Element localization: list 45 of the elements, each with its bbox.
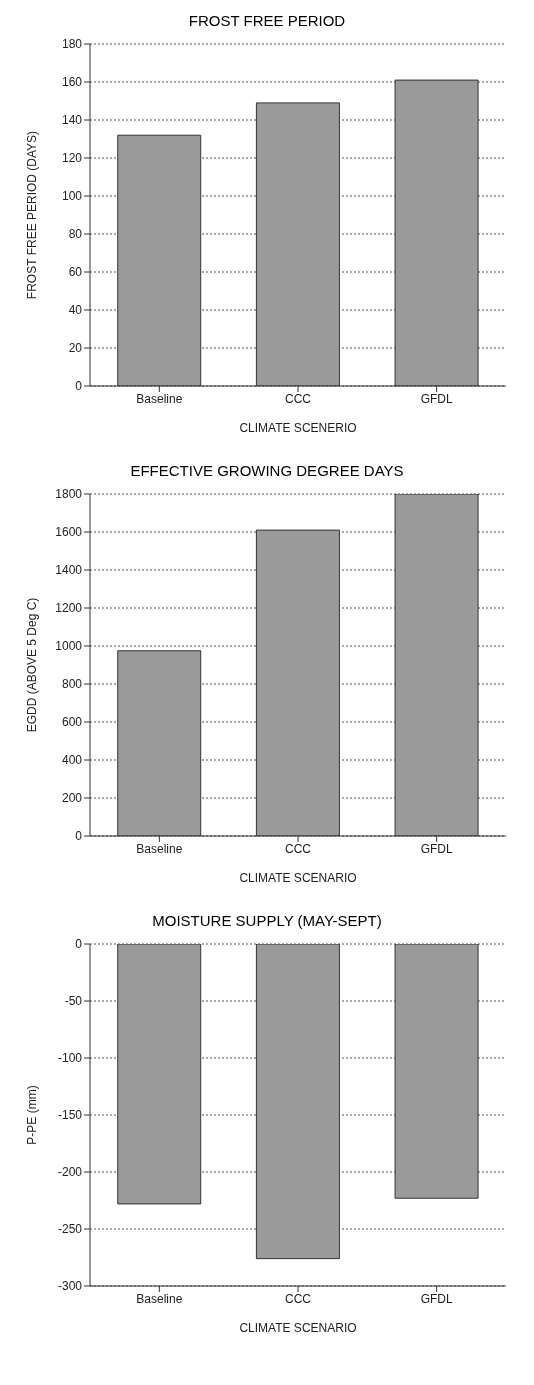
y-tick-label: -150 — [57, 1108, 83, 1123]
y-tick-label: -250 — [57, 1222, 83, 1237]
y-tick-label: 0 — [75, 379, 83, 394]
y-tick-label: 120 — [61, 151, 83, 166]
x-tick-label: CCC — [285, 841, 312, 856]
y-tick-label: 160 — [61, 75, 83, 90]
x-tick-label: Baseline — [136, 841, 183, 856]
y-axis-title: FROST FREE PERIOD (DAYS) — [25, 130, 40, 300]
x-tick-label: Baseline — [136, 391, 183, 406]
y-tick-label: -100 — [57, 1051, 83, 1066]
y-tick-label: 100 — [61, 189, 83, 204]
y-tick-label: 80 — [68, 227, 83, 242]
chart-title: FROST FREE PERIOD — [187, 11, 347, 31]
y-tick-label: 20 — [68, 341, 83, 356]
chart-title: MOISTURE SUPPLY (MAY-SEPT) — [151, 911, 383, 931]
y-axis-title: EGDD (ABOVE 5 Deg C) — [25, 597, 40, 733]
y-tick-label: 800 — [61, 677, 83, 692]
x-axis-title: CLIMATE SCENARIO — [239, 1321, 357, 1335]
y-tick-label: -200 — [57, 1165, 83, 1180]
x-tick-label: CCC — [285, 1291, 312, 1306]
x-tick-label: CCC — [285, 391, 312, 406]
x-axis-title: CLIMATE SCENARIO — [239, 871, 357, 885]
y-tick-label: 180 — [61, 37, 83, 52]
y-tick-label: 140 — [61, 113, 83, 128]
y-tick-label: 60 — [68, 265, 83, 280]
y-tick-label: 0 — [75, 937, 83, 952]
y-tick-label: 1000 — [55, 639, 83, 654]
y-tick-label: 1800 — [55, 487, 83, 502]
y-tick-label: 400 — [61, 753, 83, 768]
x-tick-label: GFDL — [420, 841, 453, 856]
y-tick-label: 1200 — [55, 601, 83, 616]
y-tick-label: -300 — [57, 1279, 83, 1294]
x-tick-label: GFDL — [420, 391, 453, 406]
y-tick-label: 40 — [68, 303, 83, 318]
y-tick-label: 1600 — [55, 525, 83, 540]
x-tick-label: GFDL — [420, 1291, 453, 1306]
y-tick-label: 600 — [61, 715, 83, 730]
y-tick-label: 200 — [61, 791, 83, 806]
y-tick-label: 1400 — [55, 563, 83, 578]
y-tick-label: 0 — [75, 829, 83, 844]
x-tick-label: Baseline — [136, 1291, 183, 1306]
y-axis-title: P-PE (mm) — [25, 1085, 40, 1145]
y-tick-label: -50 — [64, 994, 83, 1009]
chart-title: EFFECTIVE GROWING DEGREE DAYS — [129, 461, 405, 481]
x-axis-title: CLIMATE SCENERIO — [239, 421, 357, 435]
